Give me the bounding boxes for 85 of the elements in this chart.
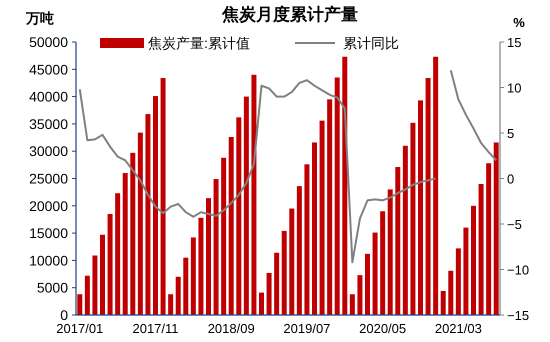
legend-label: 焦炭产量:累计值	[148, 35, 250, 51]
bar	[402, 146, 408, 315]
bar	[183, 258, 188, 315]
bar	[198, 218, 204, 315]
y-tick-label: 25000	[29, 170, 68, 186]
bar	[494, 142, 499, 315]
bar	[145, 114, 150, 315]
bar	[304, 164, 310, 315]
x-tick-label: 2018/09	[208, 321, 255, 336]
bar	[115, 193, 120, 315]
bar	[395, 167, 400, 315]
x-tick-label: 2020/05	[359, 321, 406, 336]
bar	[456, 248, 461, 315]
y2-tick-label: −15	[507, 308, 530, 323]
bar	[372, 232, 378, 315]
bar	[448, 270, 454, 315]
bar	[100, 234, 105, 315]
bar	[77, 294, 82, 315]
bar	[410, 122, 416, 315]
bar	[266, 272, 272, 315]
bar	[84, 276, 90, 315]
x-tick-label: 2017/11	[132, 321, 179, 336]
y2-tick-label: 15	[507, 35, 522, 50]
bar	[357, 275, 362, 315]
bar	[92, 255, 98, 315]
y-tick-label: 5000	[36, 280, 68, 296]
bar	[463, 228, 468, 315]
bar	[440, 290, 446, 315]
bar	[327, 99, 332, 315]
bar	[350, 294, 355, 315]
bar	[122, 173, 128, 315]
bar	[221, 158, 226, 315]
y2-tick-label: 0	[507, 172, 514, 186]
bar	[138, 132, 143, 315]
bar	[108, 214, 113, 315]
bar	[478, 184, 484, 315]
bar	[433, 56, 438, 315]
bar	[274, 252, 280, 315]
bar	[160, 78, 166, 315]
y-tick-label: 0	[60, 307, 68, 323]
y-tick-label: 20000	[29, 198, 68, 214]
bar	[176, 276, 181, 315]
bar	[380, 211, 386, 315]
y-tick-label: 10000	[29, 252, 68, 268]
bar	[426, 78, 431, 315]
y2-tick-label: 10	[507, 80, 522, 96]
bar	[251, 74, 256, 315]
bar	[312, 142, 317, 315]
bar	[388, 189, 393, 315]
y-tick-label: 50000	[29, 34, 68, 50]
bar	[259, 292, 264, 315]
y-tick-label: 45000	[29, 61, 68, 78]
bar	[320, 120, 325, 315]
y-tick-label: 40000	[29, 88, 68, 105]
y-tick-label: 15000	[29, 225, 68, 242]
bar	[282, 230, 287, 315]
y-tick-label: 30000	[29, 143, 68, 160]
bar	[418, 100, 423, 315]
bar	[206, 198, 211, 315]
legend-label: 累计同比	[343, 35, 399, 51]
bar	[236, 117, 242, 315]
y2-axis-title: %	[513, 15, 526, 30]
y2-tick-label: −10	[507, 262, 530, 278]
bar	[365, 254, 370, 315]
bar	[289, 208, 294, 315]
chart-title: 焦炭月度累计产量	[221, 5, 358, 24]
bar	[190, 237, 196, 315]
bar	[153, 96, 158, 315]
x-tick-label: 2021/03	[434, 321, 482, 336]
bar	[168, 294, 174, 315]
bar	[244, 96, 249, 315]
bar	[342, 56, 348, 315]
bar	[228, 137, 234, 315]
bar	[130, 152, 136, 315]
bar	[334, 77, 340, 315]
bar	[471, 206, 476, 315]
bar	[214, 179, 219, 315]
x-tick-label: 2017/01	[56, 321, 104, 336]
y2-tick-label: −5	[507, 217, 522, 232]
bar	[486, 163, 492, 315]
x-tick-label: 2019/07	[283, 321, 330, 336]
bar	[296, 186, 302, 315]
y-tick-label: 35000	[29, 116, 68, 132]
y-axis-title: 万吨	[25, 10, 54, 26]
y2-tick-label: 5	[507, 126, 514, 141]
